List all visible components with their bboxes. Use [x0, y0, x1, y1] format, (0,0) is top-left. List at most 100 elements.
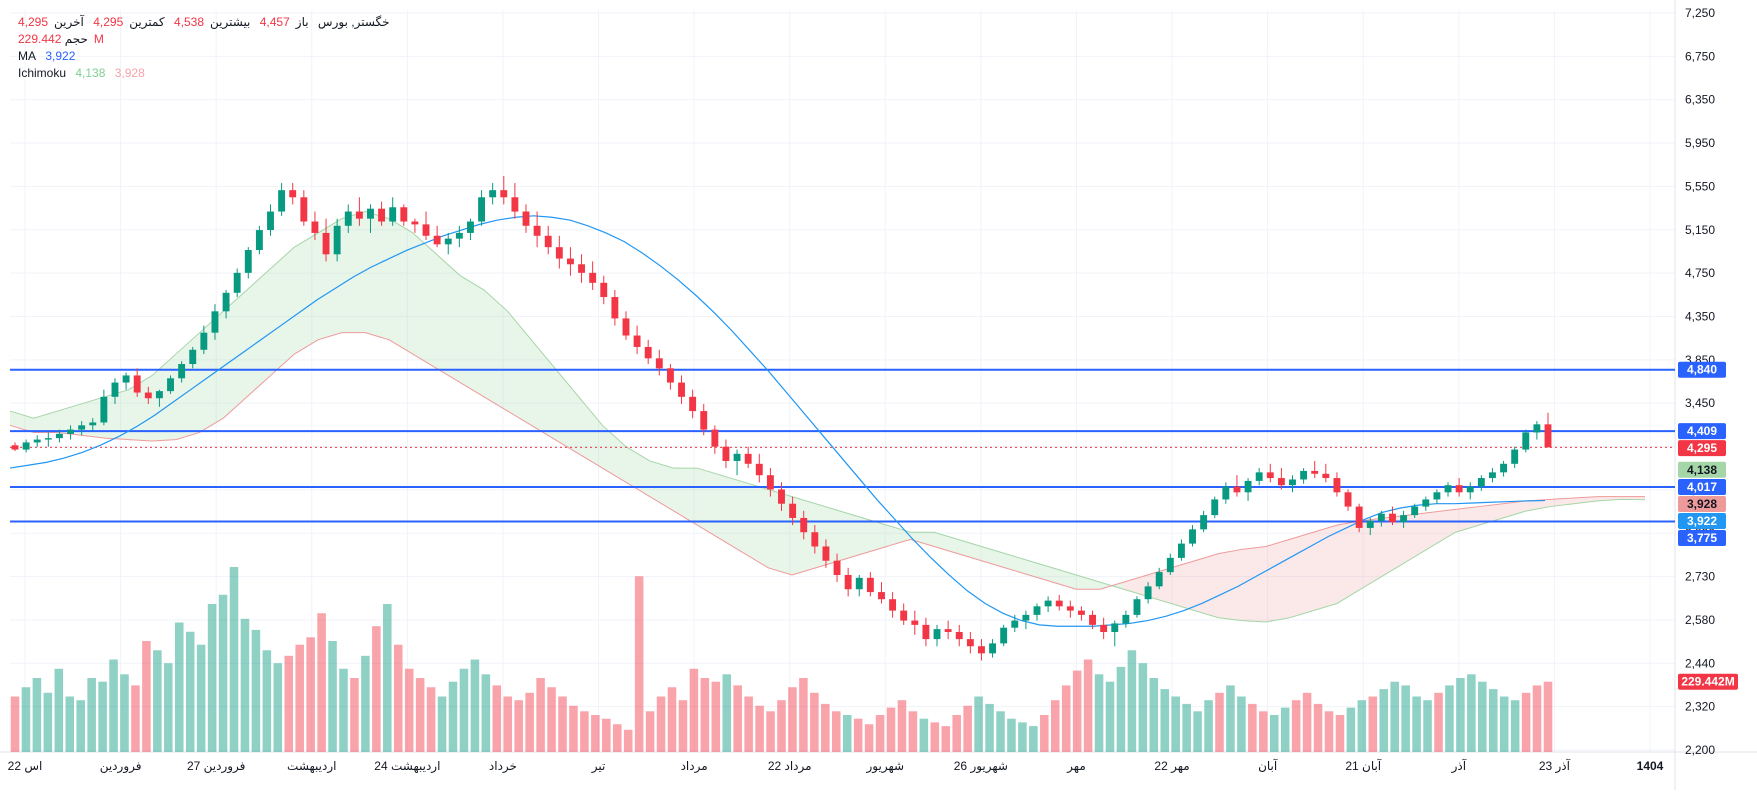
candle-body: [1066, 606, 1074, 611]
candle-body: [1055, 600, 1063, 607]
volume-bar: [1029, 726, 1038, 752]
candle: [322, 218, 330, 262]
volume-bar: [853, 718, 863, 752]
volume-bar: [1434, 692, 1443, 752]
candle: [755, 453, 763, 483]
volume-label-bg: [1678, 673, 1738, 690]
candle: [1011, 614, 1019, 632]
volume-row: حجم 229.442M: [18, 31, 396, 48]
candle-body: [222, 292, 230, 312]
volume-bar: [76, 700, 85, 752]
candle-body: [755, 463, 763, 476]
volume-bar: [831, 711, 841, 752]
volume-bar: [810, 692, 819, 752]
volume-bar: [153, 650, 162, 752]
candle-body: [1289, 479, 1296, 486]
volume-bar: [21, 687, 31, 752]
candle: [1355, 503, 1363, 533]
cloud-span-b: [9, 332, 1645, 590]
price-label: 3,922: [1678, 513, 1726, 530]
candle-body: [678, 382, 685, 397]
candle-body: [11, 445, 19, 450]
candle-body: [378, 208, 386, 222]
candle-body: [200, 332, 208, 350]
candle: [44, 432, 52, 447]
volume-bar: [963, 705, 972, 752]
price-labels: 4,840 4,409 4,295 4,138 4,017 3,928 3,922 3,775…: [1678, 361, 1738, 690]
volume-bar: [328, 641, 337, 752]
volume-bar: [547, 687, 556, 752]
price-label: 3,775: [1678, 530, 1726, 547]
price-label-text: 4,295: [1687, 441, 1717, 455]
candle: [678, 375, 685, 404]
candle-body: [1344, 492, 1352, 507]
candle-body: [467, 221, 474, 233]
time-tick-label: مرداد: [681, 759, 708, 774]
candle: [78, 421, 86, 436]
ichimoku-label[interactable]: Ichimoku: [18, 66, 67, 80]
candle-body: [489, 190, 497, 198]
candle-body: [333, 225, 341, 255]
volume-bar: [941, 726, 951, 752]
candle: [889, 592, 897, 618]
horizontal-lines[interactable]: [10, 368, 1675, 523]
volume-bar: [1291, 700, 1301, 752]
volume-bar: [98, 681, 107, 752]
candle: [989, 639, 997, 658]
candle: [1066, 600, 1074, 618]
candle: [555, 235, 563, 269]
candle-body: [600, 282, 608, 298]
candle: [1166, 553, 1174, 575]
price-tick-label: 3,450: [1685, 396, 1715, 410]
volume-bar: [1379, 689, 1389, 752]
candle: [511, 183, 519, 219]
price-tick-label: 4,350: [1685, 309, 1715, 323]
candle: [411, 218, 419, 233]
candle-body: [666, 368, 674, 383]
candle: [244, 247, 252, 279]
candle: [467, 218, 474, 241]
candle-body: [733, 453, 741, 461]
time-tick-label: 21 آبان: [1345, 758, 1381, 773]
symbol-name[interactable]: خگستر, بورس: [317, 15, 390, 29]
volume-bar: [415, 678, 425, 752]
candle: [111, 378, 119, 404]
time-tick-label: 26 شهریور: [954, 759, 1008, 774]
price-tick-label: 5,150: [1685, 223, 1715, 237]
open-value: 4,457: [259, 15, 290, 29]
candle-body: [33, 439, 41, 443]
price-label: 4,138: [1678, 461, 1726, 478]
volume-value: 229.442M: [18, 32, 104, 46]
candle: [1511, 446, 1519, 469]
volume-bar: [339, 668, 348, 752]
candle-body: [989, 643, 997, 654]
volume-bar: [448, 681, 458, 752]
candle: [1455, 478, 1463, 497]
candle: [1211, 496, 1219, 518]
volume-bar: [273, 663, 283, 752]
candle: [1389, 506, 1396, 526]
time-tick-label: 22 مرداد: [768, 759, 812, 774]
candle: [855, 574, 863, 597]
price-label-text: 3,922: [1687, 514, 1717, 528]
candle: [1200, 510, 1208, 533]
volume-bar: [996, 711, 1005, 752]
candle: [1344, 489, 1352, 511]
volume-bar: [284, 655, 294, 752]
volume-bar: [54, 668, 64, 752]
candle-body: [444, 238, 452, 245]
ma-label[interactable]: MA: [18, 49, 36, 63]
candle-body: [1300, 470, 1308, 480]
volume-bar: [1357, 700, 1367, 752]
candle-body: [833, 560, 841, 575]
candle: [1333, 472, 1341, 497]
candle: [666, 364, 674, 390]
candle: [1466, 482, 1474, 500]
time-axis[interactable]: 22 اس فروردین 27 فروردین اردیبهشت 24 اردیبهش…: [8, 758, 1664, 774]
volume-bars: [10, 567, 1553, 752]
candle: [522, 204, 530, 233]
price-tick-label: 5,950: [1685, 136, 1715, 150]
candle: [1544, 412, 1552, 448]
